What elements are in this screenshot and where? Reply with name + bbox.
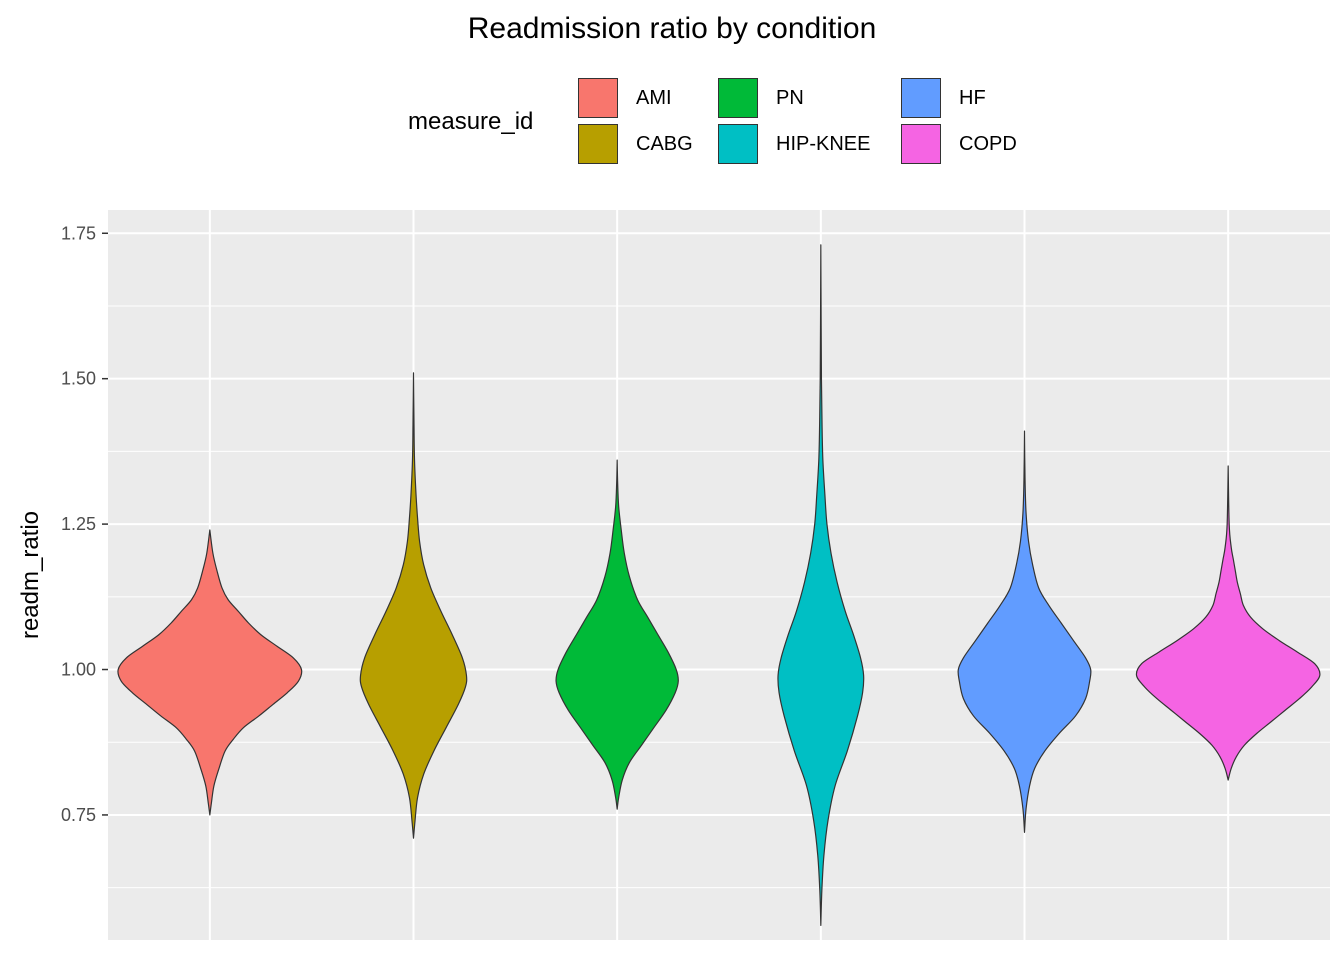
legend-key-ami: [578, 78, 618, 118]
y-tick-label-1: 1.00: [61, 660, 96, 680]
legend-key-hf: [901, 78, 941, 118]
legend-key-cabg: [578, 124, 618, 164]
legend-key-hip-knee: [718, 124, 758, 164]
y-axis: 0.75 1.00 1.25 1.50 1.75 readm_ratio: [17, 223, 108, 825]
violin-cabg: [359, 372, 468, 839]
legend-key-pn: [718, 78, 758, 118]
legend-item-cabg: CABG: [578, 122, 693, 166]
legend-item-pn: PN: [718, 76, 804, 120]
legend-label-cabg: CABG: [636, 132, 693, 155]
y-axis-ticks: [102, 232, 108, 816]
y-tick-label-0: 0.75: [61, 805, 96, 825]
violin-copd: [1135, 465, 1321, 781]
y-axis-title: readm_ratio: [17, 511, 44, 639]
legend-key-copd: [901, 124, 941, 164]
violin-pn: [555, 459, 679, 810]
chart-title: Readmission ratio by condition: [467, 12, 877, 45]
legend-item-hip-knee: HIP-KNEE: [718, 122, 870, 166]
legend-label-ami: AMI: [636, 86, 672, 109]
legend-item-hf: HF: [901, 76, 986, 120]
legend-label-hip-knee: HIP-KNEE: [776, 132, 871, 155]
y-tick-label-4: 1.75: [61, 223, 96, 243]
legend-label-hf: HF: [959, 86, 986, 109]
legend-item-copd: COPD: [901, 122, 1017, 166]
violin-hf: [957, 430, 1092, 833]
violin-hip-knee: [777, 244, 865, 927]
plot-panel: [108, 210, 1330, 940]
y-tick-label-3: 1.50: [61, 369, 96, 389]
violins: [117, 244, 1321, 927]
legend-item-ami: AMI: [578, 76, 672, 120]
legend-title: measure_id: [408, 108, 534, 135]
violin-ami: [117, 529, 303, 816]
grid-lines: [108, 210, 1330, 940]
legend-label-copd: COPD: [959, 132, 1017, 155]
legend-label-pn: PN: [776, 86, 804, 109]
y-tick-label-2: 1.25: [61, 514, 96, 534]
